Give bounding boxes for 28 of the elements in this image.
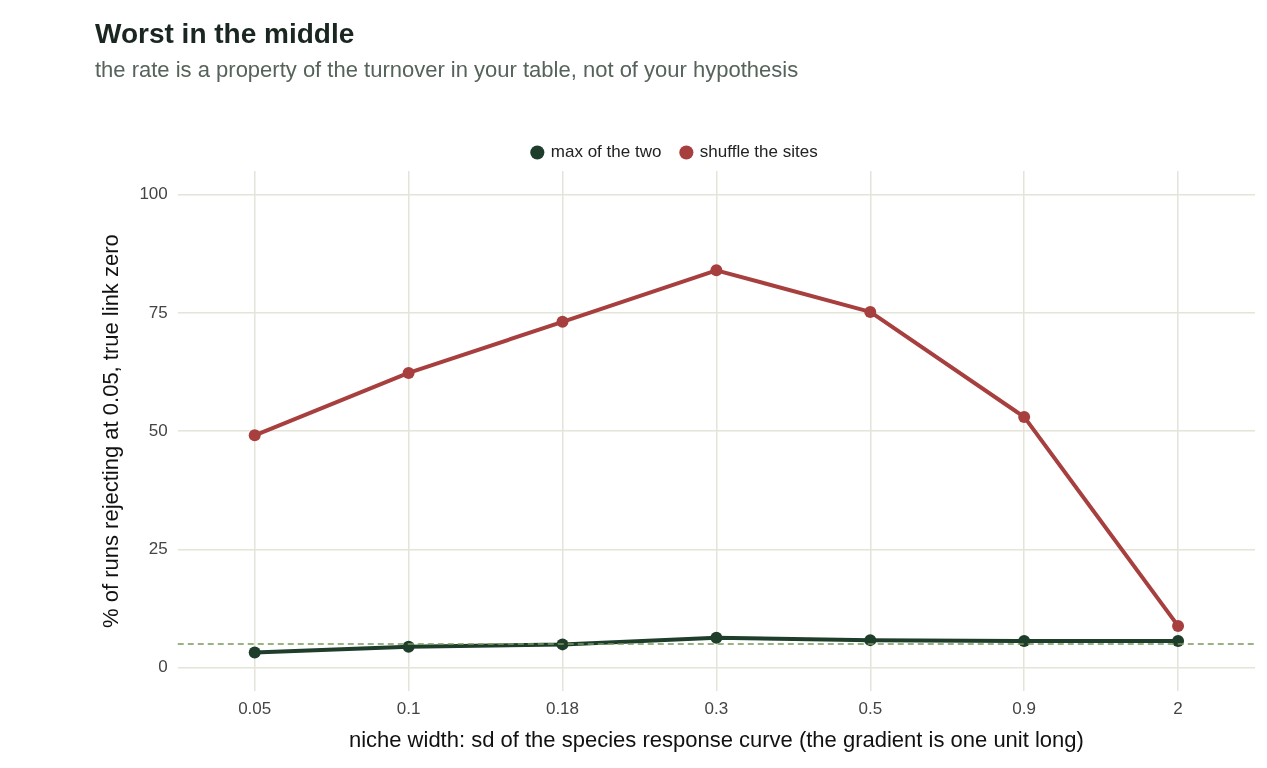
point bbox=[248, 429, 261, 442]
point bbox=[710, 631, 723, 644]
x-tick-label: 0.5 bbox=[858, 699, 883, 719]
point bbox=[710, 264, 723, 277]
x-tick-label: 0.18 bbox=[545, 699, 580, 719]
y-tick-label: 25 bbox=[148, 539, 168, 559]
x-tick-label: 0.1 bbox=[396, 699, 421, 719]
legend-label: max of the two bbox=[550, 142, 662, 162]
x-tick-label: 0.9 bbox=[1012, 699, 1036, 719]
point bbox=[1018, 410, 1031, 423]
point bbox=[1018, 635, 1031, 648]
y-tick-label: 0 bbox=[158, 657, 168, 677]
x-axis-title: niche width: sd of the species response curve (the gradient is one unit long) bbox=[348, 726, 1084, 752]
chart-subtitle: the rate is a property of the turnover in your table, not of your hypothesis bbox=[95, 56, 799, 82]
y-tick-label: 50 bbox=[148, 420, 168, 440]
x-tick-label: 0.05 bbox=[238, 699, 272, 719]
x-tick-label: 2 bbox=[1173, 699, 1183, 719]
chart-title: Worst in the middle bbox=[95, 17, 355, 49]
point bbox=[248, 646, 261, 659]
y-axis-title: % of runs rejecting at 0.05, true link zero bbox=[98, 234, 124, 628]
point bbox=[556, 315, 569, 328]
legend-label: shuffle the sites bbox=[699, 142, 818, 162]
x-tick-label: 0.3 bbox=[704, 699, 729, 719]
point bbox=[402, 366, 415, 379]
y-tick-label: 100 bbox=[139, 184, 168, 204]
point bbox=[1172, 619, 1185, 632]
y-tick-label: 75 bbox=[148, 302, 168, 322]
point bbox=[864, 305, 877, 318]
